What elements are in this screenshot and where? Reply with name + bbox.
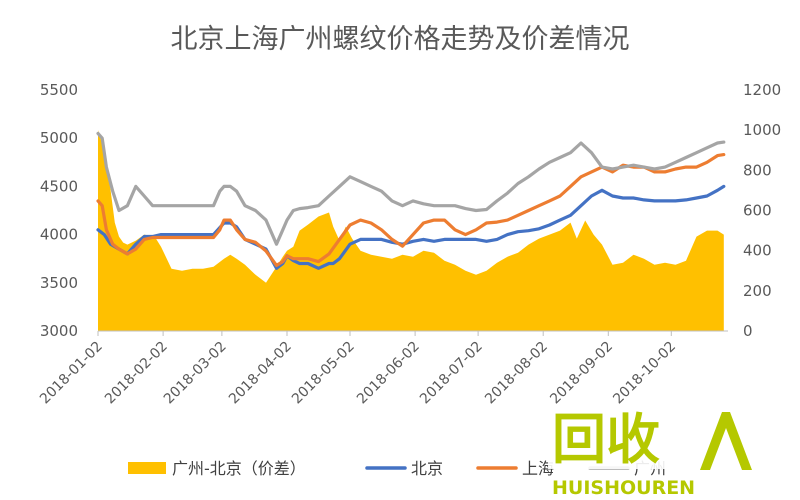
series-line-1 <box>96 184 726 270</box>
x-tick-label: 2018-03-02 <box>161 339 230 408</box>
plot-area <box>96 130 726 331</box>
legend-swatch <box>128 462 166 474</box>
series-line-2 <box>96 153 726 267</box>
x-tick-label: 2018-04-02 <box>226 339 295 408</box>
watermark-sub-text: HUISHOUREN <box>552 477 695 499</box>
watermark-backdrop <box>548 405 692 469</box>
x-tick-label: 2018-08-02 <box>482 339 551 408</box>
series-area-spread <box>98 130 724 331</box>
x-tick-label: 2018-05-02 <box>289 339 358 408</box>
legend-label: 广州-北京（价差） <box>172 459 306 478</box>
x-tick-label: 2018-07-02 <box>417 339 486 408</box>
y-left-tick-label: 3000 <box>40 322 78 340</box>
y-left-tick-label: 3500 <box>40 274 78 292</box>
y-right-tick-label: 600 <box>743 202 772 220</box>
legend-label: 上海 <box>522 459 554 478</box>
legend-label: 北京 <box>411 459 443 478</box>
y-right-tick-label: 200 <box>743 282 772 300</box>
y-right-tick-label: 1000 <box>743 121 781 139</box>
y-right-tick-label: 400 <box>743 242 772 260</box>
chart-title: 北京上海广州螺纹价格走势及价差情况 <box>171 24 630 55</box>
x-tick-label: 2018-06-02 <box>354 339 423 408</box>
watermark-logo: 回收 HUISHOUREN <box>548 405 752 499</box>
y-left-tick-label: 4000 <box>40 226 78 244</box>
watermark-sub-backdrop <box>548 476 724 498</box>
y-left-tick-label: 4500 <box>40 177 78 195</box>
y-right-tick-label: 800 <box>743 161 772 179</box>
watermark-logo-text: 回收 <box>552 408 660 471</box>
series-line-3 <box>96 131 726 246</box>
x-tick-label: 2018-10-02 <box>610 339 679 408</box>
y-left-tick-label: 5500 <box>40 81 78 99</box>
y-right-tick-label: 0 <box>743 322 753 340</box>
y-left-tick-label: 5000 <box>40 129 78 147</box>
x-tick-label: 2018-01-02 <box>37 339 106 408</box>
y-right-tick-label: 1200 <box>743 81 781 99</box>
watermark-mark-icon <box>700 412 752 470</box>
x-tick-label: 2018-09-02 <box>547 339 616 408</box>
